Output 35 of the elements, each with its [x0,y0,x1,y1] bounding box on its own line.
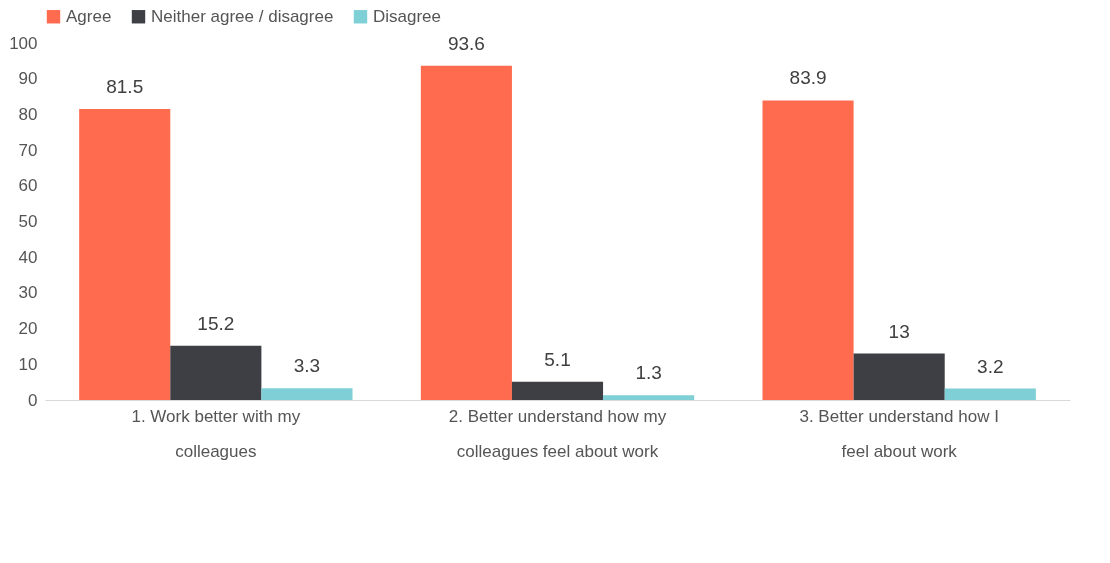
bar [511,381,604,400]
bar [853,353,945,400]
y-tick-label: 50 [18,212,38,231]
y-tick-label: 100 [9,33,38,53]
data-label: 15.2 [197,312,235,334]
data-label: 3.3 [293,355,321,377]
legend-label: Disagree [373,6,442,26]
y-tick-label: 10 [18,354,38,374]
data-label: 1.3 [635,362,662,384]
legend-label: Neither agree / disagree [151,6,334,26]
y-tick-label: 0 [28,390,38,410]
data-label: 81.5 [106,76,144,98]
y-tick-label: 30 [18,283,38,303]
y-tick-label: 60 [18,176,38,196]
y-tick-label: 80 [18,104,38,124]
x-tick-label: 1. Work better with my colleagues [131,406,301,461]
data-label: 83.9 [789,67,827,89]
x-tick-label: 2. Better understand how my colleagues feel about work [448,406,667,461]
data-label: 93.6 [447,32,485,54]
bar [170,345,262,400]
x-tick-label: 3. Better understand how I feel about work [799,406,999,461]
bar [762,100,854,400]
y-tick-label: 20 [18,319,38,339]
legend-label: Agree [66,6,112,26]
data-label: 5.1 [544,348,571,370]
bar [603,395,695,400]
y-tick-label: 90 [18,69,38,89]
data-label: 3.2 [977,355,1004,377]
y-tick-label: 40 [18,247,38,267]
bar [79,109,171,400]
y-tick-label: 70 [18,140,38,160]
bar [261,388,353,400]
bar [944,388,1036,400]
data-label: 13 [888,320,910,342]
bar [420,65,512,400]
